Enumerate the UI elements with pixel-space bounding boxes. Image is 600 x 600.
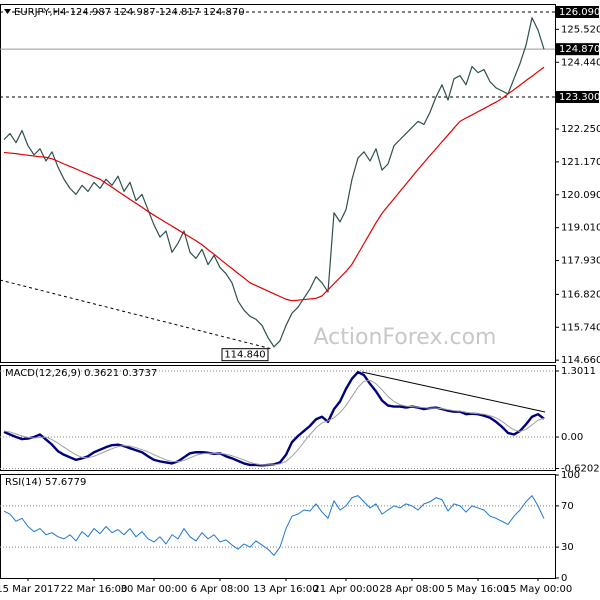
y-tick-label: 122.250 <box>561 124 600 135</box>
level-box <box>555 6 599 19</box>
y-tick-label: 0 <box>561 573 567 584</box>
x-tick-label: 22 Mar 16:00 <box>61 584 128 595</box>
macd-panel <box>0 365 556 471</box>
level-label: 126.090 <box>559 7 600 18</box>
y-tick-label: 100 <box>561 470 580 481</box>
y-tick-label: 70 <box>561 501 574 512</box>
y-tick-label: 115.740 <box>561 322 600 333</box>
watermark: ActionForex.com <box>314 325 497 350</box>
x-tick-label: 15 May 00:00 <box>504 584 573 595</box>
y-tick-label: 125.520 <box>561 24 600 35</box>
level-box <box>555 43 599 56</box>
y-tick-label: 30 <box>561 542 574 553</box>
rsi-panel <box>0 474 556 579</box>
series-line <box>3 66 545 302</box>
y-tick-label: 114.660 <box>561 355 600 366</box>
trend-line <box>361 371 546 413</box>
series-line <box>3 495 545 556</box>
x-tick-label: 6 Apr 08:00 <box>191 584 250 595</box>
y-tick-label: 1.3011 <box>561 366 596 377</box>
level-label: 123.300 <box>559 92 600 103</box>
y-tick-label: 0.00 <box>561 432 583 443</box>
series-line <box>3 379 545 466</box>
y-tick-label: 121.170 <box>561 157 600 168</box>
y-tick-label: 120.090 <box>561 190 600 201</box>
level-label: 124.870 <box>559 44 600 55</box>
level-box <box>555 90 599 103</box>
panel-title: RSI(14) 57.6779 <box>5 477 86 488</box>
y-tick-label: 124.440 <box>561 57 600 68</box>
trend-line <box>0 279 273 350</box>
annotation-box <box>221 348 269 362</box>
x-tick-label: 21 Apr 00:00 <box>313 584 378 595</box>
menu-arrow[interactable] <box>4 9 11 14</box>
x-tick-label: 30 Mar 00:00 <box>121 584 188 595</box>
y-tick-label: 119.010 <box>561 223 600 234</box>
y-tick-label: 116.820 <box>561 289 600 300</box>
panel-title: EURJPY,H4 124.987 124.987 124.817 124.87… <box>14 7 245 18</box>
x-tick-label: 5 May 16:00 <box>447 584 509 595</box>
x-tick-label: 28 Apr 08:00 <box>379 584 444 595</box>
x-tick-label: 13 Apr 16:00 <box>253 584 318 595</box>
x-tick-label: 15 Mar 2017 <box>0 584 60 595</box>
series-line <box>3 17 545 348</box>
panel-title: MACD(12,26,9) 0.3621 0.3737 <box>5 368 157 379</box>
price-panel <box>0 4 556 363</box>
y-tick-label: -0.6202 <box>561 463 600 474</box>
y-tick-label: 117.930 <box>561 256 600 267</box>
annotation-label: 114.840 <box>224 350 265 361</box>
